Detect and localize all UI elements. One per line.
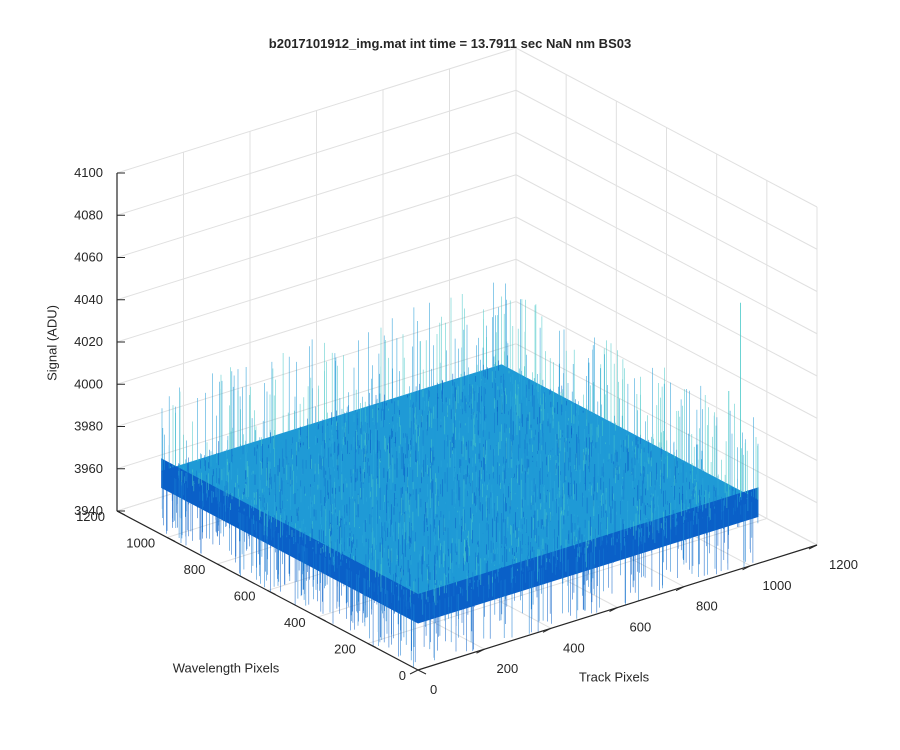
y-tick-label: 600	[630, 620, 652, 635]
x-tick	[166, 537, 176, 542]
surface-noise	[161, 360, 754, 663]
x-tick-label: 0	[399, 668, 406, 683]
chart-title: b2017101912_img.mat int time = 13.7911 s…	[268, 36, 632, 51]
z-tick-label: 4020	[74, 334, 103, 349]
x-tick	[116, 510, 126, 516]
surface-mesh	[161, 282, 759, 667]
y-tick	[742, 565, 751, 571]
y-tick-label: 1000	[763, 578, 792, 593]
wall-grid-line	[116, 47, 517, 174]
z-axis-label: Signal (ADU)	[44, 305, 60, 381]
y-tick-label: 400	[563, 640, 585, 655]
x-tick	[417, 669, 427, 675]
wall-grid-line	[515, 301, 818, 461]
wall-grid-line	[116, 132, 517, 258]
wall-grid-line	[116, 301, 517, 427]
y-axis-label: Track Pixels	[578, 669, 650, 685]
y-tick	[409, 669, 419, 675]
x-axis-label: Wavelength Pixels	[172, 660, 280, 676]
wall-grid-line	[515, 47, 818, 208]
x-tick-label: 1000	[126, 536, 155, 551]
wall-grid-line	[116, 258, 517, 385]
z-tick-label: 3960	[74, 461, 103, 476]
x-tick	[217, 563, 226, 569]
z-tick-label: 4100	[74, 165, 103, 180]
x-tick-label: 800	[184, 562, 206, 577]
wall-grid-line	[515, 216, 818, 377]
wall-grid-line	[116, 216, 517, 343]
x-tick-label: 200	[334, 642, 356, 657]
z-tick-label: 3940	[74, 503, 103, 518]
y-tick-label: 1200	[829, 557, 858, 572]
x-tick-label: 1200	[76, 509, 105, 524]
wall-grid-line	[515, 258, 818, 419]
y-tick	[808, 544, 818, 550]
z-tick-label: 4060	[74, 250, 103, 265]
wall-grid-line	[515, 132, 818, 292]
y-tick-label: 0	[430, 682, 437, 697]
x-tick	[267, 590, 276, 595]
y-tick-label: 200	[497, 661, 519, 676]
z-tick-label: 3980	[74, 419, 103, 434]
wall-grid-line	[515, 174, 818, 335]
x-tick-label: 600	[234, 589, 256, 604]
y-tick-label: 800	[696, 599, 718, 614]
z-tick-label: 4040	[74, 292, 103, 307]
y-tick	[675, 586, 685, 592]
tick-labels: 0 200 400 600 800 1000 1200 0 200 400 600 800 1000 12…	[74, 165, 858, 697]
x-tick	[367, 643, 377, 648]
y-tick	[476, 648, 485, 654]
surface-noise	[162, 364, 759, 667]
x-tick	[317, 616, 326, 622]
z-tick-label: 4080	[74, 207, 103, 222]
surface-noise	[170, 294, 758, 607]
axes	[116, 172, 818, 675]
y-tick	[609, 607, 618, 612]
z-tick-label: 4000	[74, 376, 103, 391]
wall-grid-line	[515, 89, 818, 250]
x-tick-label: 400	[284, 615, 306, 630]
y-tick	[542, 627, 552, 633]
wall-grid-line	[116, 174, 517, 301]
wall-grid-line	[116, 89, 517, 216]
